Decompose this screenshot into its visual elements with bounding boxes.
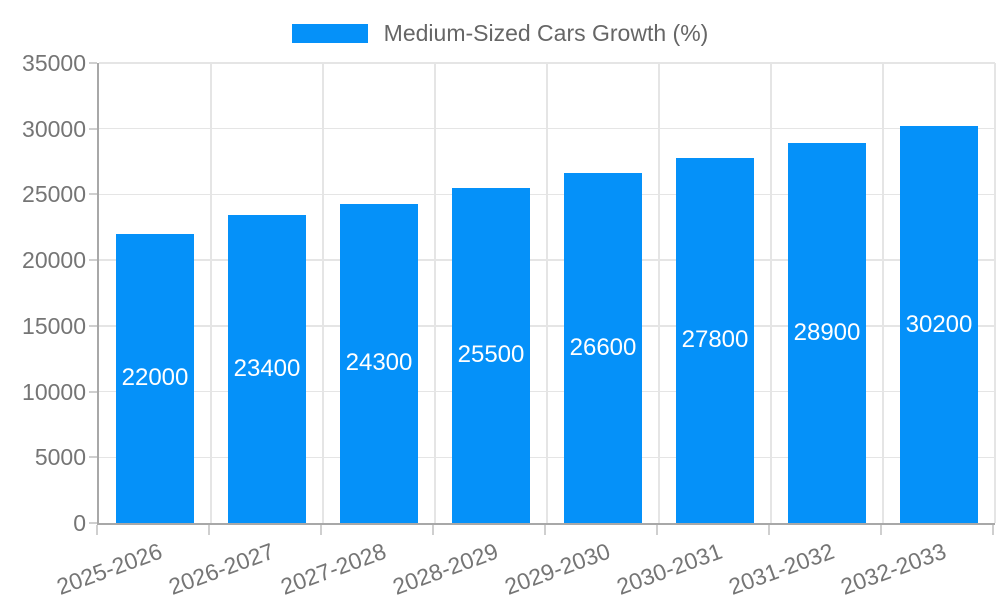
bar[interactable]: 24300 [340, 203, 418, 523]
y-axis-tick [89, 193, 97, 196]
y-axis-tick [89, 127, 97, 130]
y-axis-label: 25000 [22, 181, 86, 208]
bar[interactable]: 27800 [676, 157, 754, 523]
bar-value-label: 24300 [345, 349, 413, 377]
x-axis-tick [432, 525, 434, 535]
bar-value-label: 25500 [457, 341, 525, 369]
x-axis-label: 2029-2030 [501, 537, 614, 600]
bar-value-label: 30200 [905, 310, 973, 338]
x-axis-tick [768, 525, 770, 535]
y-axis-label: 10000 [22, 378, 86, 405]
bar-value-label: 23400 [233, 355, 301, 383]
x-axis-tick [96, 525, 98, 535]
x-axis-tick [992, 525, 994, 535]
legend-label: Medium-Sized Cars Growth (%) [383, 20, 709, 46]
x-axis-label: 2030-2031 [613, 537, 726, 600]
y-axis-tick [89, 324, 97, 327]
y-axis-tick [89, 390, 97, 393]
x-axis-label: 2026-2027 [165, 537, 278, 600]
x-axis-tick [880, 525, 882, 535]
y-axis-label: 30000 [22, 115, 86, 142]
y-axis-tick [89, 522, 97, 524]
x-axis-tick [544, 525, 546, 535]
y-axis-tick [89, 259, 97, 262]
bar-value-label: 27800 [681, 326, 749, 354]
gridline-vertical [658, 63, 660, 523]
bar[interactable]: 28900 [788, 143, 866, 523]
x-axis-tick [320, 525, 322, 535]
bar[interactable]: 22000 [116, 233, 194, 523]
plot-area: 22000 23400 24300 25500 26600 27800 28900 30200 [97, 62, 996, 525]
x-axis-tick [208, 525, 210, 535]
bar-value-label: 28900 [793, 319, 861, 347]
x-axis-label: 2032-2033 [837, 537, 950, 600]
x-axis-tick [656, 525, 658, 535]
x-axis-label: 2025-2026 [53, 537, 166, 600]
x-axis-label: 2027-2028 [277, 537, 390, 600]
bar[interactable]: 26600 [564, 173, 642, 523]
bar-value-label: 26600 [569, 334, 637, 362]
gridline-vertical [770, 63, 772, 523]
y-axis-label: 5000 [34, 444, 86, 471]
bar-value-label: 22000 [121, 364, 189, 392]
y-axis-label: 0 [73, 510, 86, 536]
y-axis-label: 35000 [22, 50, 86, 76]
y-axis-label: 15000 [22, 312, 86, 339]
x-axis-label: 2031-2032 [725, 537, 838, 600]
gridline-vertical [322, 63, 324, 523]
bar[interactable]: 30200 [900, 126, 978, 523]
y-axis-tick [89, 62, 97, 64]
bar[interactable]: 23400 [228, 215, 306, 523]
y-axis-tick [89, 456, 97, 459]
x-axis-label: 2028-2029 [389, 537, 502, 600]
bar[interactable]: 25500 [452, 187, 530, 523]
gridline-vertical [994, 63, 996, 523]
gridline-vertical [210, 63, 212, 523]
y-axis-label: 20000 [22, 247, 86, 274]
gridline-vertical [546, 63, 548, 523]
legend-swatch [291, 23, 368, 43]
gridline-vertical [882, 63, 884, 523]
chart-legend[interactable]: Medium-Sized Cars Growth (%) [0, 19, 1000, 47]
gridline-vertical [434, 63, 436, 523]
